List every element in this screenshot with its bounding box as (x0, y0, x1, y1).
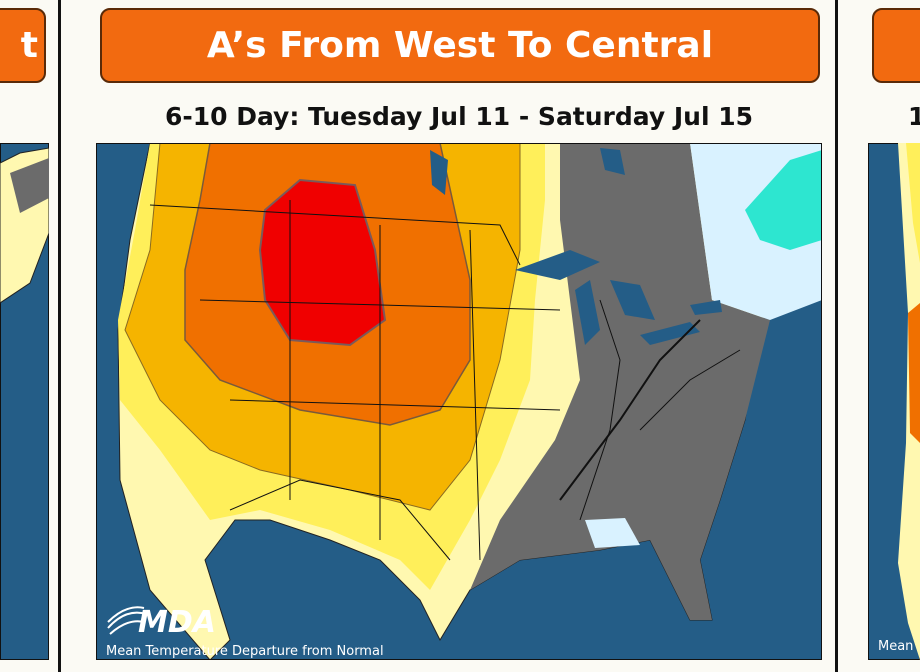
mda-logo: MDA (107, 605, 216, 640)
right-panel-map: Mean (868, 143, 920, 660)
great-lakes (430, 148, 722, 345)
left-panel-map (0, 143, 49, 660)
divider (58, 0, 61, 672)
panel-title: A’s From West To Central (100, 8, 820, 83)
east-gray (470, 143, 770, 620)
borders (149, 200, 741, 561)
map-caption: Mean Temperature Departure from Normal (106, 644, 384, 659)
northeast-cyan (745, 150, 822, 250)
red-zone (258, 178, 387, 347)
gulf-light (585, 518, 640, 548)
right-panel-caption: Mean (878, 639, 913, 654)
panel-subtitle: 6-10 Day: Tuesday Jul 11 - Saturday Jul … (164, 102, 754, 131)
divider (835, 0, 838, 672)
right-panel-subtitle: 1 (908, 102, 920, 131)
left-panel-title: t (0, 8, 46, 83)
forecast-map: MDA Mean Temperature Departure from Norm… (96, 143, 822, 660)
logo-text: MDA (138, 605, 216, 640)
right-panel-title (872, 8, 920, 83)
